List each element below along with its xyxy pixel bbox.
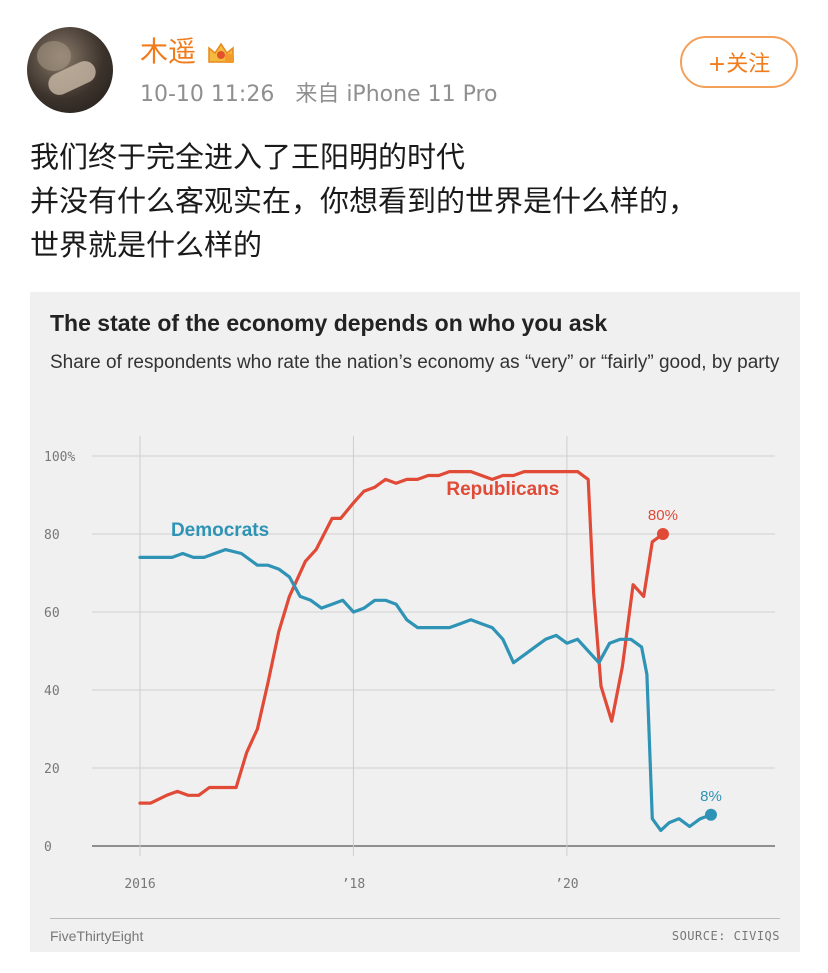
vip-crown-icon[interactable] <box>206 40 236 66</box>
line-chart: 100% 80 60 40 20 0 2016 ’18 ’20 80% 8% Republicans D… <box>44 436 775 892</box>
post-text-line: 我们终于完全进入了王阳明的时代 <box>30 140 466 174</box>
chart-footer-brand: FiveThirtyEight <box>50 928 144 944</box>
post-text-line: 并没有什么客观实在，你想看到的世界是什么样的， <box>30 184 698 218</box>
chart-subtitle: Share of respondents who rate the nation… <box>50 352 780 373</box>
republicans-end-label: 80% <box>648 507 678 524</box>
post-timestamp: 10-10 11:26 <box>140 82 275 107</box>
post-text: 我们终于完全进入了王阳明的时代 并没有什么客观实在，你想看到的世界是什么样的， … <box>30 135 810 267</box>
user-avatar[interactable] <box>27 27 113 113</box>
republicans-line <box>138 470 665 805</box>
democrats-series-label: Democrats <box>171 520 269 541</box>
x-tick-label: ’18 <box>342 877 365 892</box>
x-tick-label: 2016 <box>124 877 155 892</box>
democrats-end-point <box>704 808 717 821</box>
republicans-end-point <box>656 528 669 540</box>
chart-image[interactable]: The state of the economy depends on who … <box>30 292 800 952</box>
y-tick-label: 60 <box>44 606 60 621</box>
username[interactable]: 木遥 <box>140 35 197 68</box>
footer-divider <box>50 918 780 919</box>
y-tick-label: 100% <box>44 450 75 465</box>
y-tick-label: 40 <box>44 684 60 699</box>
chart-title: The state of the economy depends on who … <box>50 310 608 336</box>
republicans-series-label: Republicans <box>446 479 559 500</box>
avatar-highlight <box>37 41 71 71</box>
y-tick-label: 80 <box>44 528 60 543</box>
post-meta: 10-10 11:26 来自 iPhone 11 Pro <box>140 80 497 110</box>
post-text-line: 世界就是什么样的 <box>30 228 263 262</box>
democrats-end-label: 8% <box>700 788 722 805</box>
chart-footer-source: SOURCE: CIVIQS <box>671 929 780 943</box>
y-tick-label: 0 <box>44 840 52 855</box>
democrats-line <box>138 548 713 832</box>
post-source[interactable]: 来自 iPhone 11 Pro <box>295 82 498 107</box>
x-tick-label: ’20 <box>555 877 578 892</box>
follow-button[interactable]: +关注 <box>680 36 798 88</box>
y-tick-label: 20 <box>44 762 60 777</box>
